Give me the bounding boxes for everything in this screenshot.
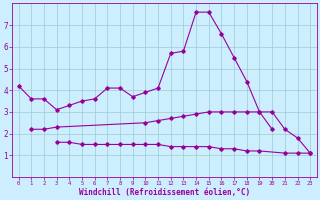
X-axis label: Windchill (Refroidissement éolien,°C): Windchill (Refroidissement éolien,°C) — [79, 188, 250, 197]
